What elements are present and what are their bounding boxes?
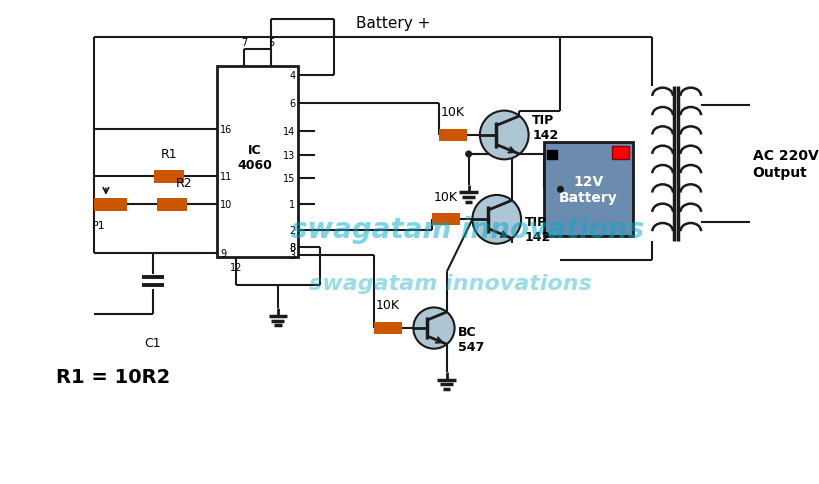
Text: 8: 8 xyxy=(289,243,295,253)
Text: C1: C1 xyxy=(144,336,161,349)
Text: 10K: 10K xyxy=(434,190,458,203)
Circle shape xyxy=(473,196,521,244)
Bar xyxy=(544,143,632,237)
Text: Battery +: Battery + xyxy=(356,16,431,31)
Text: swagatam innovations: swagatam innovations xyxy=(310,273,592,293)
Text: 7: 7 xyxy=(241,38,247,48)
Text: 5: 5 xyxy=(269,38,274,48)
Text: TIP
142: TIP 142 xyxy=(525,215,551,243)
Bar xyxy=(154,170,183,183)
Text: IC
4060: IC 4060 xyxy=(238,143,273,171)
Text: R1: R1 xyxy=(161,148,177,161)
Text: 13: 13 xyxy=(283,151,295,160)
Bar xyxy=(612,147,629,160)
Text: 11: 11 xyxy=(220,172,233,182)
Circle shape xyxy=(466,152,472,157)
Text: 10K: 10K xyxy=(441,106,464,119)
Text: 10K: 10K xyxy=(376,299,400,312)
Text: 9: 9 xyxy=(220,249,226,258)
Text: R1 = 10R2: R1 = 10R2 xyxy=(57,367,170,387)
Text: 3: 3 xyxy=(289,250,295,260)
Text: 4: 4 xyxy=(289,71,295,81)
Text: 1: 1 xyxy=(289,200,295,210)
Text: 12: 12 xyxy=(230,262,242,272)
Bar xyxy=(439,130,467,142)
Text: 6: 6 xyxy=(289,99,295,109)
Bar xyxy=(156,198,187,212)
Circle shape xyxy=(480,111,528,160)
Text: AC 220V
Output: AC 220V Output xyxy=(753,149,818,179)
Text: 10: 10 xyxy=(220,200,233,210)
Text: P1: P1 xyxy=(92,221,106,231)
Bar xyxy=(218,66,298,257)
Circle shape xyxy=(558,187,563,193)
Text: R2: R2 xyxy=(176,176,192,189)
Bar xyxy=(547,151,557,160)
Text: BC
547: BC 547 xyxy=(459,326,485,354)
Circle shape xyxy=(414,308,455,349)
Text: 14: 14 xyxy=(283,127,295,137)
Bar xyxy=(374,322,402,334)
Text: 16: 16 xyxy=(220,125,233,135)
Text: 12V
Battery: 12V Battery xyxy=(559,175,618,205)
Text: 8: 8 xyxy=(289,243,295,253)
Bar xyxy=(93,198,128,212)
Text: TIP
142: TIP 142 xyxy=(532,114,559,142)
Text: 2: 2 xyxy=(289,225,295,235)
Text: swagatam innovations: swagatam innovations xyxy=(291,215,644,243)
Bar xyxy=(432,214,460,226)
Text: 15: 15 xyxy=(283,174,295,184)
